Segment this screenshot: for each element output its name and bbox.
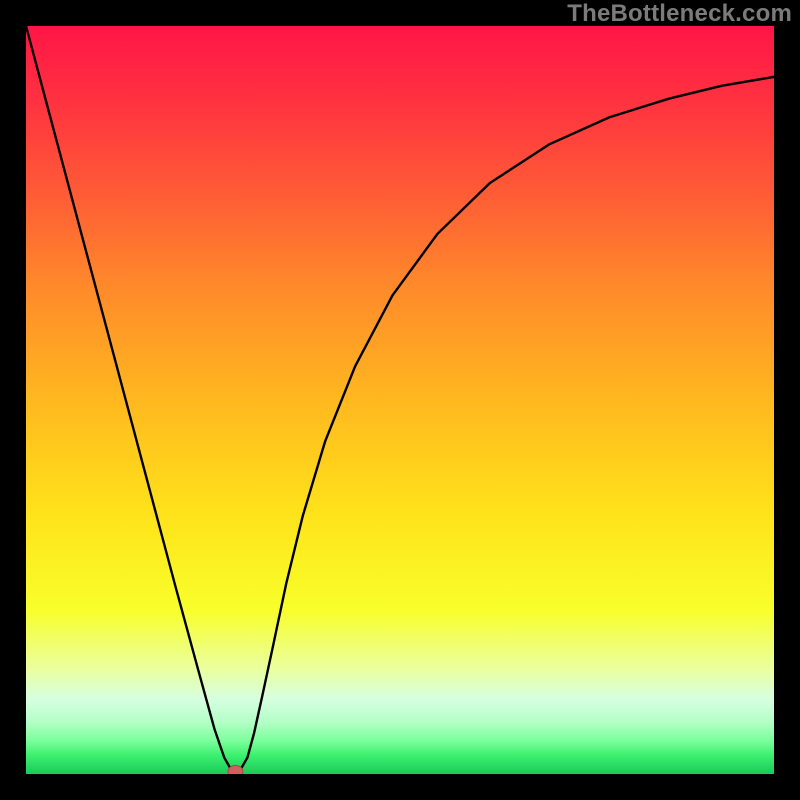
minimum-marker: [228, 765, 243, 774]
outer-black-frame: TheBottleneck.com: [0, 0, 800, 800]
heatmap-gradient-background: [26, 26, 774, 774]
plot-area: [26, 26, 774, 774]
watermark-label: TheBottleneck.com: [567, 0, 792, 28]
chart-svg: [26, 26, 774, 774]
